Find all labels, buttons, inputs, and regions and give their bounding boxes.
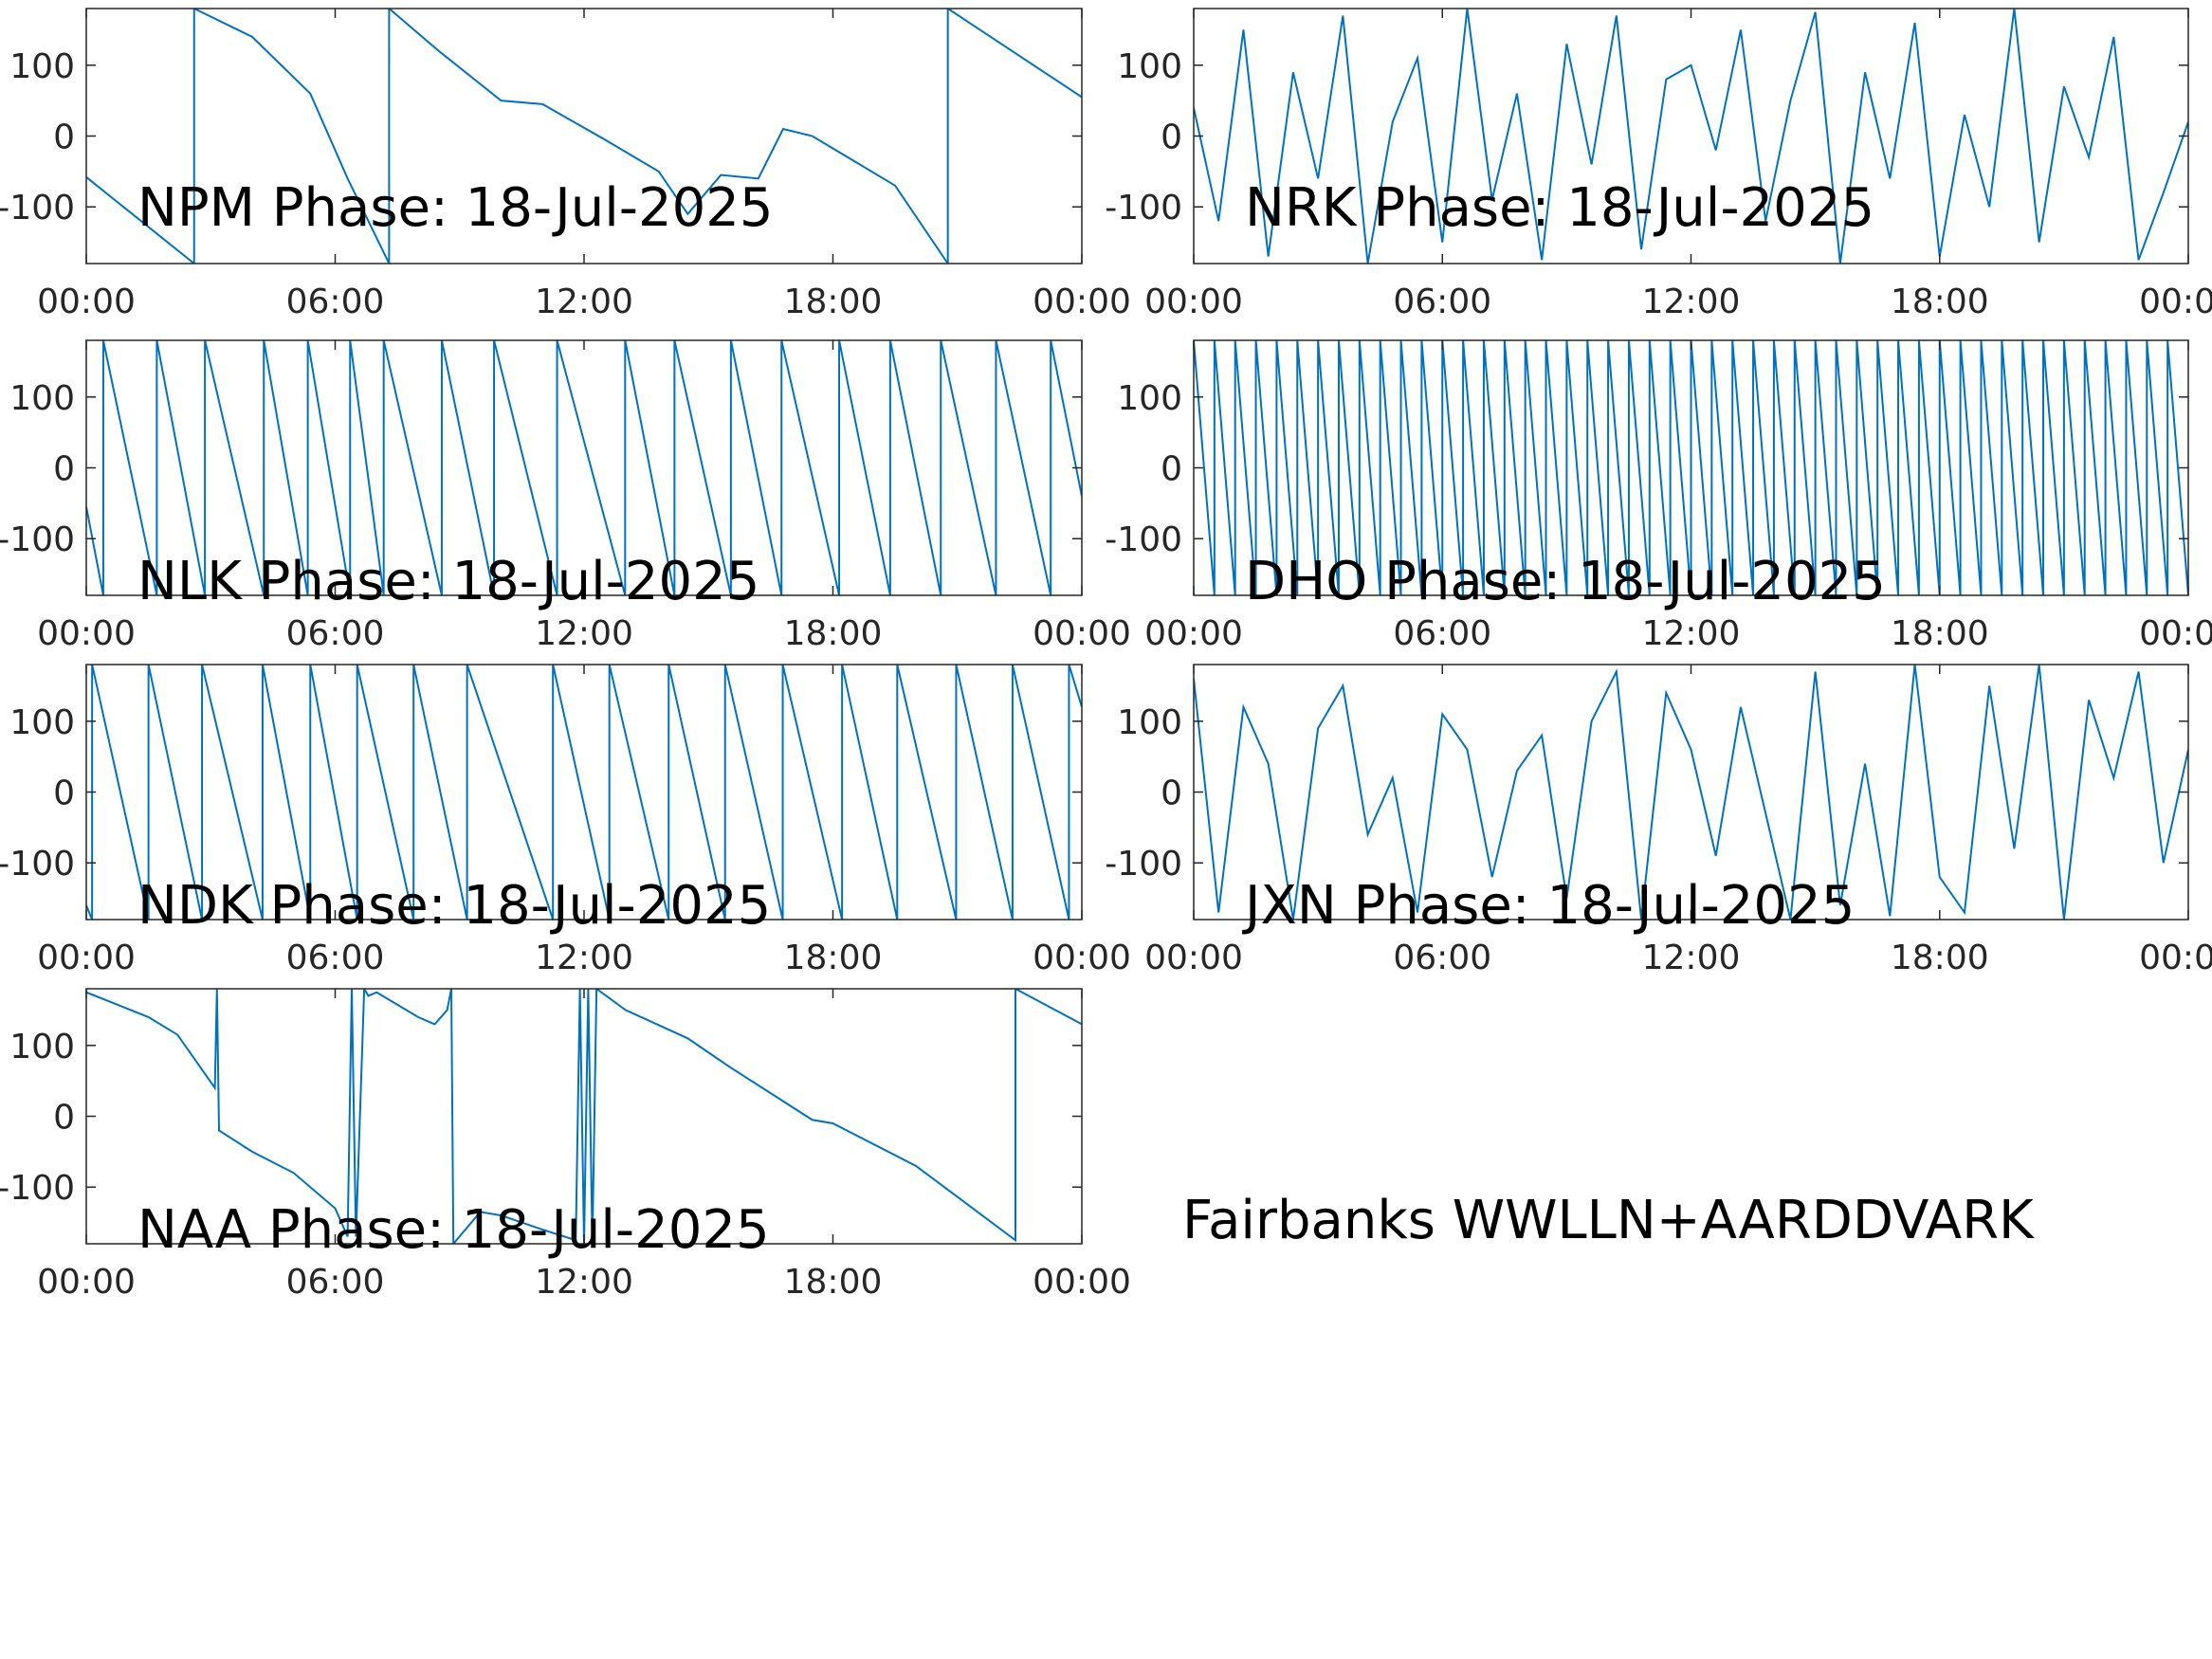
panel-title: NDK Phase: 18-Jul-2025	[137, 875, 771, 937]
phase-line	[1194, 340, 2188, 595]
x-tick-label: 06:00	[1393, 283, 1491, 321]
plot-area	[86, 340, 1082, 595]
annotation: Fairbanks WWLLN+AARDDVARK	[1182, 1190, 2035, 1251]
x-tick-label: 12:00	[535, 283, 633, 321]
x-tick-label: 00:00	[2139, 939, 2212, 977]
y-tick-label: -100	[1105, 845, 1182, 884]
y-tick-label: 0	[53, 118, 75, 157]
x-tick-label: 06:00	[1393, 939, 1491, 977]
x-tick-label: 00:00	[2139, 614, 2212, 653]
x-tick-label: 18:00	[1891, 614, 1989, 653]
plot-area	[1194, 340, 2188, 595]
y-tick-label: -100	[0, 520, 75, 559]
x-tick-label: 18:00	[784, 939, 883, 977]
y-tick-label: 0	[1161, 450, 1182, 489]
y-tick-label: 100	[1117, 47, 1182, 86]
x-tick-label: 12:00	[535, 939, 633, 977]
y-tick-label: 100	[9, 47, 75, 86]
panel-title: JXN Phase: 18-Jul-2025	[1242, 875, 1855, 937]
x-tick-label: 00:00	[1144, 614, 1243, 653]
x-tick-label: 12:00	[1642, 939, 1741, 977]
x-tick-label: 00:00	[37, 614, 136, 653]
plot-area	[86, 989, 1082, 1244]
y-tick-label: 0	[53, 1099, 75, 1138]
x-tick-label: 00:00	[1033, 283, 1131, 321]
y-tick-label: -100	[1105, 189, 1182, 228]
y-tick-label: -100	[0, 189, 75, 228]
x-tick-label: 06:00	[286, 939, 385, 977]
panel-title: DHO Phase: 18-Jul-2025	[1245, 551, 1886, 612]
x-tick-label: 00:00	[37, 1263, 136, 1302]
y-tick-label: -100	[0, 845, 75, 884]
x-tick-label: 12:00	[1642, 283, 1741, 321]
y-tick-label: 0	[1161, 775, 1182, 813]
y-tick-label: 0	[53, 775, 75, 813]
y-tick-label: 0	[53, 450, 75, 489]
phase-line	[1194, 665, 2188, 920]
x-tick-label: 18:00	[784, 614, 883, 653]
x-tick-label: 12:00	[535, 1263, 633, 1302]
x-tick-label: 00:00	[2139, 283, 2212, 321]
panel-title: NLK Phase: 18-Jul-2025	[137, 551, 759, 612]
x-tick-label: 00:00	[37, 283, 136, 321]
panel-title: NRK Phase: 18-Jul-2025	[1245, 177, 1874, 239]
x-tick-label: 00:00	[1033, 939, 1131, 977]
phase-line	[86, 665, 1082, 920]
plot-area	[1194, 9, 2188, 264]
x-tick-label: 00:00	[37, 939, 136, 977]
plot-area	[86, 9, 1082, 264]
x-tick-label: 18:00	[1891, 939, 1989, 977]
x-tick-label: 00:00	[1033, 1263, 1131, 1302]
y-tick-label: 100	[1117, 703, 1182, 742]
phase-line	[86, 9, 1082, 264]
x-tick-label: 18:00	[784, 1263, 883, 1302]
y-tick-label: 100	[9, 703, 75, 742]
y-tick-label: -100	[0, 1169, 75, 1208]
panel-title: NPM Phase: 18-Jul-2025	[137, 177, 774, 239]
x-tick-label: 00:00	[1144, 939, 1243, 977]
x-tick-label: 06:00	[286, 283, 385, 321]
x-tick-label: 18:00	[1891, 283, 1989, 321]
phase-line	[86, 340, 1082, 595]
x-tick-label: 06:00	[1393, 614, 1491, 653]
phase-line	[86, 989, 1082, 1244]
y-tick-label: 100	[9, 379, 75, 418]
x-tick-label: 18:00	[784, 283, 883, 321]
y-tick-label: 0	[1161, 118, 1182, 157]
x-tick-label: 06:00	[286, 1263, 385, 1302]
plot-area	[1194, 665, 2188, 920]
x-tick-label: 06:00	[286, 614, 385, 653]
x-tick-label: 12:00	[535, 614, 633, 653]
x-tick-label: 12:00	[1642, 614, 1741, 653]
x-tick-label: 00:00	[1033, 614, 1131, 653]
y-tick-label: 100	[1117, 379, 1182, 418]
x-tick-label: 00:00	[1144, 283, 1243, 321]
plot-area	[86, 665, 1082, 920]
y-tick-label: -100	[1105, 520, 1182, 559]
panel-title: NAA Phase: 18-Jul-2025	[137, 1199, 770, 1261]
y-tick-label: 100	[9, 1028, 75, 1066]
phase-line	[1194, 9, 2188, 264]
